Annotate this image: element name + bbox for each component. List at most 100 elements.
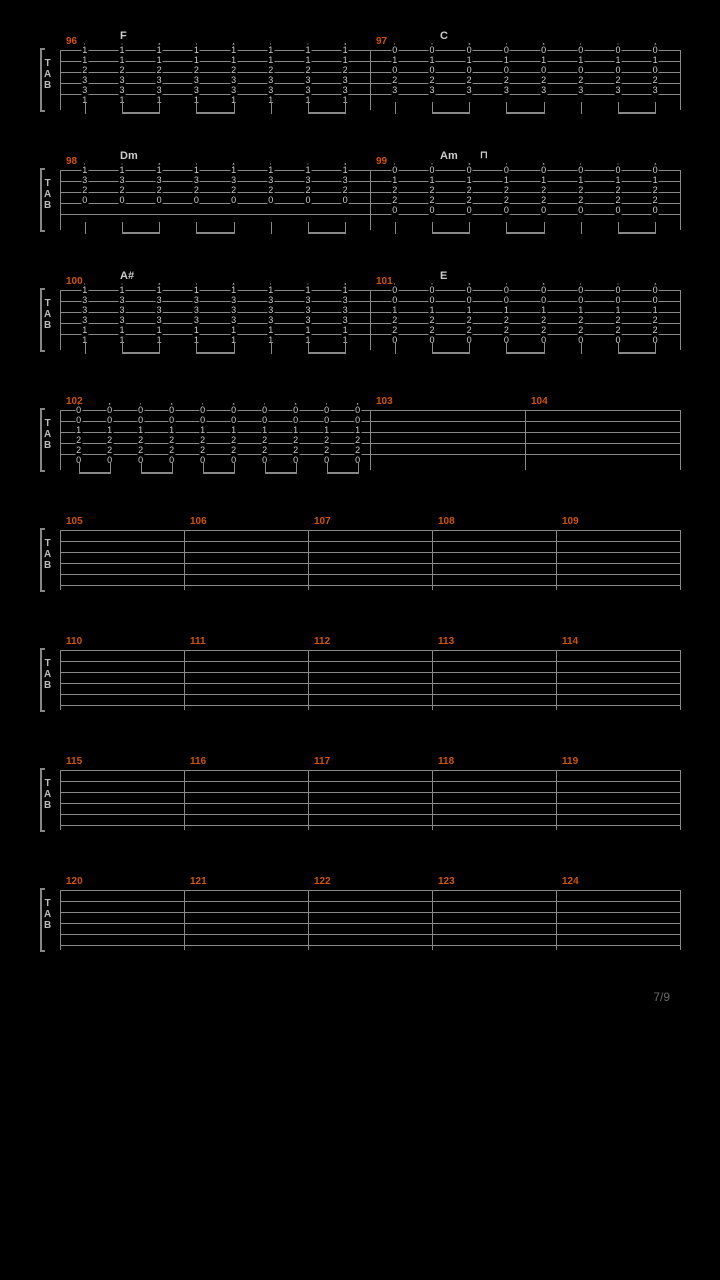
fret-number: 1: [466, 305, 473, 315]
fret-number: 1: [267, 325, 274, 335]
fret-number: 0: [503, 65, 510, 75]
barline: [60, 50, 61, 110]
fret-number: 1: [614, 305, 621, 315]
note-stem: [395, 342, 396, 354]
fret-number: 0: [230, 405, 237, 415]
measure-number: 96: [66, 36, 77, 47]
fret-number: 3: [156, 315, 163, 325]
fret-number: 2: [342, 185, 349, 195]
fret-number: 2: [292, 435, 299, 445]
fret-number: 1: [391, 305, 398, 315]
systems-container: FC↓112331↓112331↑112331↓112331↑112331↓11…: [40, 30, 680, 950]
fret-number: 0: [292, 415, 299, 425]
tab-page: FC↓112331↓112331↑112331↓112331↑112331↓11…: [0, 0, 720, 1044]
fret-number: 2: [652, 325, 659, 335]
note-stem: [159, 342, 160, 354]
barline: [680, 290, 681, 350]
fret-number: 0: [391, 65, 398, 75]
beam: [432, 352, 469, 354]
fret-number: 3: [156, 85, 163, 95]
note-stem: [395, 102, 396, 114]
fret-number: 0: [292, 405, 299, 415]
fret-number: 0: [199, 415, 206, 425]
beam: [618, 232, 655, 234]
barline: [556, 890, 557, 950]
tab-system: TAB115116117118119: [40, 750, 680, 830]
fret-number: 2: [75, 435, 82, 445]
fret-number: 2: [466, 185, 473, 195]
fret-number: 1: [118, 285, 125, 295]
fret-number: 1: [614, 55, 621, 65]
fret-number: 3: [267, 295, 274, 305]
fret-number: 0: [428, 65, 435, 75]
fret-number: 1: [391, 55, 398, 65]
fret-number: 2: [267, 185, 274, 195]
chord-row: [40, 870, 680, 890]
fret-number: 0: [503, 165, 510, 175]
fret-number: 2: [261, 445, 268, 455]
fret-number: 2: [428, 315, 435, 325]
barline: [525, 410, 526, 470]
fret-number: 3: [156, 295, 163, 305]
fret-number: 1: [577, 305, 584, 315]
beam: [265, 472, 296, 474]
fret-number: 0: [503, 205, 510, 215]
barline: [680, 410, 681, 470]
beam: [141, 472, 172, 474]
barline: [370, 410, 371, 470]
measure-number: 110: [66, 636, 82, 647]
beam: [122, 352, 159, 354]
fret-number: 2: [466, 195, 473, 205]
fret-number: 2: [156, 185, 163, 195]
measure-number: 116: [190, 756, 206, 767]
fret-number: 2: [540, 325, 547, 335]
tab-system: A#E↓133311↓133311↑133311↓133311↑133311↓1…: [40, 270, 680, 350]
fret-number: 2: [391, 195, 398, 205]
fret-number: 3: [304, 315, 311, 325]
note-stem: [544, 102, 545, 114]
fret-number: 2: [466, 325, 473, 335]
fret-number: 0: [652, 45, 659, 55]
fret-number: 2: [540, 315, 547, 325]
barline: [680, 650, 681, 710]
fret-number: 3: [577, 85, 584, 95]
fret-number: 1: [304, 45, 311, 55]
beam-row: [60, 582, 680, 602]
fret-number: 0: [577, 295, 584, 305]
fret-number: 2: [652, 185, 659, 195]
fret-number: 3: [230, 295, 237, 305]
fret-number: 2: [540, 75, 547, 85]
fret-number: 2: [503, 75, 510, 85]
beam: [203, 472, 234, 474]
fret-number: 1: [428, 55, 435, 65]
fret-number: 3: [267, 315, 274, 325]
fret-number: 3: [81, 295, 88, 305]
fret-number: 2: [156, 65, 163, 75]
fret-number: 3: [118, 295, 125, 305]
fret-number: 0: [577, 165, 584, 175]
fret-number: 0: [503, 285, 510, 295]
fret-number: 1: [156, 285, 163, 295]
barline: [60, 290, 61, 350]
fret-number: 3: [81, 85, 88, 95]
note-stem: [581, 342, 582, 354]
fret-number: 0: [428, 45, 435, 55]
fret-number: 0: [168, 415, 175, 425]
chord-row: [40, 630, 680, 650]
fret-number: 3: [503, 85, 510, 95]
fret-number: 1: [193, 55, 200, 65]
fret-number: 0: [577, 65, 584, 75]
beam: [196, 352, 233, 354]
tab-label: TAB: [44, 58, 51, 91]
fret-number: 1: [342, 325, 349, 335]
fret-number: 0: [652, 65, 659, 75]
note-stem: [234, 342, 235, 354]
fret-number: 1: [428, 305, 435, 315]
note-stem: [581, 102, 582, 114]
fret-number: 1: [503, 175, 510, 185]
fret-number: 3: [118, 85, 125, 95]
measure-number: 102: [66, 396, 83, 407]
beam: [618, 112, 655, 114]
fret-number: 2: [614, 195, 621, 205]
fret-number: 1: [230, 325, 237, 335]
